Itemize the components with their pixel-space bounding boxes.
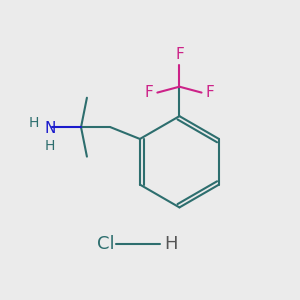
Text: N: N — [44, 121, 56, 136]
Text: Cl: Cl — [97, 235, 115, 253]
Text: F: F — [206, 85, 215, 100]
Text: F: F — [144, 85, 153, 100]
Text: H: H — [28, 116, 39, 130]
Text: H: H — [45, 139, 55, 153]
Text: F: F — [175, 47, 184, 62]
Text: H: H — [165, 235, 178, 253]
